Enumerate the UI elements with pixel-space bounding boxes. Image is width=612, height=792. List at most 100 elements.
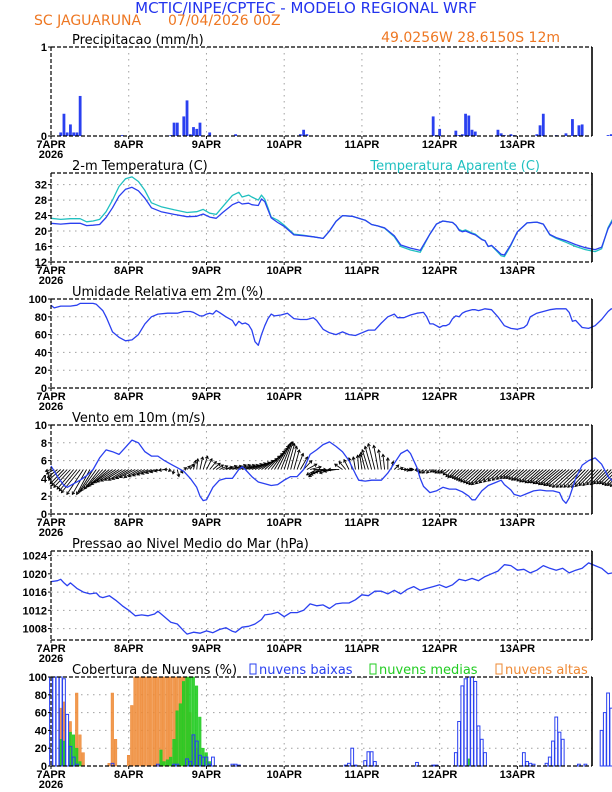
cloud-legend-label: nuvens medias xyxy=(379,663,478,678)
wind-vector-head xyxy=(327,467,332,472)
wind-vector-head xyxy=(524,479,529,484)
wind-vector xyxy=(508,469,521,480)
wind-vector xyxy=(397,467,404,470)
wind-vector-head xyxy=(543,482,548,487)
pressure-grid xyxy=(51,551,592,640)
precip-bar xyxy=(577,125,581,136)
wind-vector-head xyxy=(540,481,545,486)
cloud-bar-nuvens-baixas xyxy=(372,761,377,767)
wind-vector-head xyxy=(409,467,414,472)
wind-vector xyxy=(519,469,534,483)
wind-vector xyxy=(119,469,136,478)
wind-vector-head xyxy=(149,469,154,474)
wind-vector-head xyxy=(111,476,116,480)
precip-bar xyxy=(571,119,574,136)
cloud-bar-nuvens-baixas xyxy=(479,738,484,767)
wind-vector-head xyxy=(582,482,586,487)
wind-vector-head xyxy=(290,441,295,445)
x-tick-label: 13APR xyxy=(500,265,536,277)
wind-data xyxy=(44,439,612,504)
wind-vector-head xyxy=(535,480,539,485)
y-tick-label: 6 xyxy=(41,456,47,468)
y-tick-label: 20 xyxy=(35,743,47,755)
x-tick-label: 7APR xyxy=(36,265,65,277)
wind-vector-head xyxy=(318,465,322,470)
wind-vector xyxy=(248,462,267,470)
cloud-bar-nuvens-altas xyxy=(81,752,85,767)
wind-vector xyxy=(361,449,369,470)
precip-bar xyxy=(172,122,176,136)
x-tick-label: 9APR xyxy=(192,517,221,529)
wind-vector xyxy=(530,469,547,484)
wind-vector xyxy=(71,469,88,495)
wind-vector-head xyxy=(468,481,473,486)
wind-vector-head xyxy=(361,449,365,453)
wind-vector xyxy=(108,469,126,481)
wind-vector xyxy=(245,463,263,470)
wind-vector xyxy=(66,469,84,495)
y-tick-label: 60 xyxy=(35,708,47,720)
precip-panel: 0 1 7APR 8APR 9APR 10APR 11APR 12APR 13APR 2026 Pr… xyxy=(36,33,612,161)
wind-vector xyxy=(511,469,525,481)
station-coords: 49.0256W 28.6150S 12m xyxy=(381,30,560,46)
wind-vector-head xyxy=(51,482,55,487)
x-tick-label: 7APR xyxy=(36,517,65,529)
x-tick-label: 8APR xyxy=(114,139,143,151)
wind-vector-head xyxy=(516,478,521,482)
cloud-bar-nuvens-baixas xyxy=(560,738,565,767)
x-tick-label: 7APR xyxy=(36,391,65,403)
x-tick-label: 12APR xyxy=(422,139,458,151)
wind-vector xyxy=(503,469,515,479)
cloud-bar-nuvens-medias xyxy=(175,710,179,767)
wind-vector-head xyxy=(599,480,603,485)
x-year-label: 2026 xyxy=(39,149,63,161)
wind-vector-head xyxy=(499,475,504,479)
humidity-title: Umidade Relativa em 2m (%) xyxy=(72,285,263,300)
x-tick-label: 13APR xyxy=(500,517,536,529)
wind-vector-head xyxy=(176,473,181,478)
wind-vector-head xyxy=(604,482,609,487)
precip-bar xyxy=(431,116,435,136)
wind-vector-head xyxy=(136,472,141,476)
wind-vector-head xyxy=(434,470,439,474)
cloud-bar-nuvens-baixas xyxy=(521,752,526,767)
x-tick-label: 11APR xyxy=(344,517,379,529)
wind-vector-head xyxy=(183,467,188,471)
wind-vector xyxy=(602,474,612,485)
x-tick-label: 8APR xyxy=(114,265,143,277)
wind-vector-head xyxy=(445,473,450,478)
cloud-bar-nuvens-altas xyxy=(110,692,114,767)
wind-vector xyxy=(552,469,573,488)
cloud-bar-nuvens-altas xyxy=(107,763,111,767)
wind-vector-head xyxy=(563,484,568,488)
y-tick-label: 40 xyxy=(35,347,47,359)
wind-vector-head xyxy=(596,480,601,485)
wind-vector xyxy=(378,449,382,470)
y-tick-label: 12 xyxy=(35,257,47,269)
cloud-bar-nuvens-medias xyxy=(159,749,163,767)
wind-vector xyxy=(445,469,453,477)
wind-vector-head xyxy=(574,483,579,488)
wind-vector-head xyxy=(551,484,556,488)
precip-bar xyxy=(65,132,69,136)
x-tick-label: 9APR xyxy=(192,391,221,403)
wind-vector xyxy=(93,469,113,484)
y-tick-label: 1 xyxy=(41,42,47,54)
wind-vector xyxy=(277,443,291,470)
wind-vector-head xyxy=(308,459,313,464)
precip-bar xyxy=(169,135,173,136)
cloud-bar-nuvens-baixas xyxy=(473,680,478,767)
precip-data xyxy=(59,95,612,136)
x-year-label: 2026 xyxy=(39,401,63,413)
wind-vector xyxy=(334,463,343,470)
wind-vector-head xyxy=(377,449,381,453)
wind-vector xyxy=(338,461,347,470)
cloud-bar-nuvens-baixas xyxy=(366,751,371,767)
y-tick-label: 100 xyxy=(29,672,47,684)
wind-vector-head xyxy=(410,467,415,472)
x-tick-label: 12APR xyxy=(422,643,458,655)
wind-vector xyxy=(343,459,350,470)
y-tick-label: 20 xyxy=(35,226,47,238)
